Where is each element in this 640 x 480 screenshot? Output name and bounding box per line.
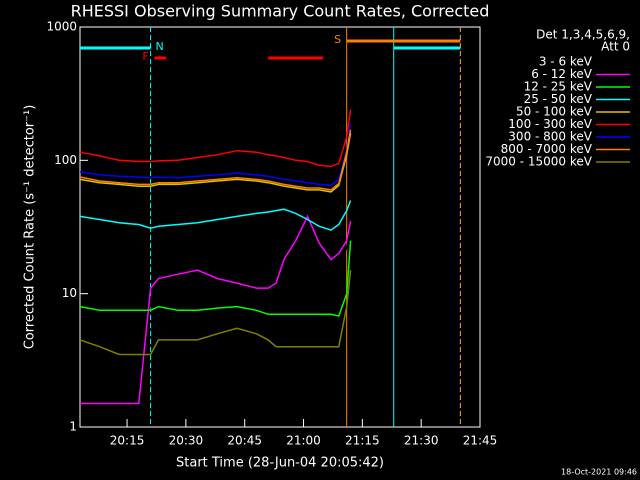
legend-label: 50 - 100 keV <box>516 105 593 119</box>
legend-label: 7000 - 15000 keV <box>485 155 592 169</box>
legend-label: 25 - 50 keV <box>524 92 593 106</box>
series-line <box>138 219 352 417</box>
footer: 18-Oct-2021 09:46 <box>561 468 637 477</box>
series-line <box>79 132 352 193</box>
y-tick-label: 1 <box>69 420 77 434</box>
legend-label: 300 - 800 keV <box>508 130 592 144</box>
series-line <box>79 240 352 317</box>
legend-title: Det 1,3,4,5,6,9, <box>536 28 630 42</box>
series-line <box>79 200 352 231</box>
x-tick-label: 21:30 <box>404 434 439 448</box>
legend-label: 12 - 25 keV <box>524 80 593 94</box>
x-tick-label: 21:45 <box>463 434 498 448</box>
legend-label: 3 - 6 keV <box>539 55 593 69</box>
x-tick-label: 20:15 <box>110 434 145 448</box>
x-axis-label: Start Time (28-Jun-04 20:05:42) <box>176 456 384 471</box>
x-tick-label: 21:00 <box>286 434 321 448</box>
plot-frame <box>79 26 481 428</box>
legend-title: Att 0 <box>601 40 630 54</box>
flag-label: S <box>334 33 341 46</box>
x-tick-label: 20:30 <box>169 434 204 448</box>
y-axis-label: Corrected Count Rate (s⁻¹ detector⁻¹) <box>23 105 38 350</box>
legend-label: 6 - 12 keV <box>531 67 593 81</box>
y-tick-label: 1000 <box>46 20 77 34</box>
series-line <box>79 123 352 187</box>
y-tick-label: 100 <box>54 153 77 167</box>
series-line <box>79 270 352 356</box>
series-line <box>80 214 352 405</box>
legend-label: 800 - 7000 keV <box>501 142 593 156</box>
chart-title: RHESSI Observing Summary Count Rates, Co… <box>71 2 490 21</box>
series-line <box>79 109 352 168</box>
flag-label: F <box>142 50 148 63</box>
legend-label: 100 - 300 keV <box>508 117 592 131</box>
x-tick-label: 20:45 <box>227 434 262 448</box>
series-line <box>79 129 352 191</box>
x-tick-label: 21:15 <box>345 434 380 448</box>
y-tick-label: 10 <box>62 286 77 300</box>
flag-label: N <box>155 40 163 53</box>
